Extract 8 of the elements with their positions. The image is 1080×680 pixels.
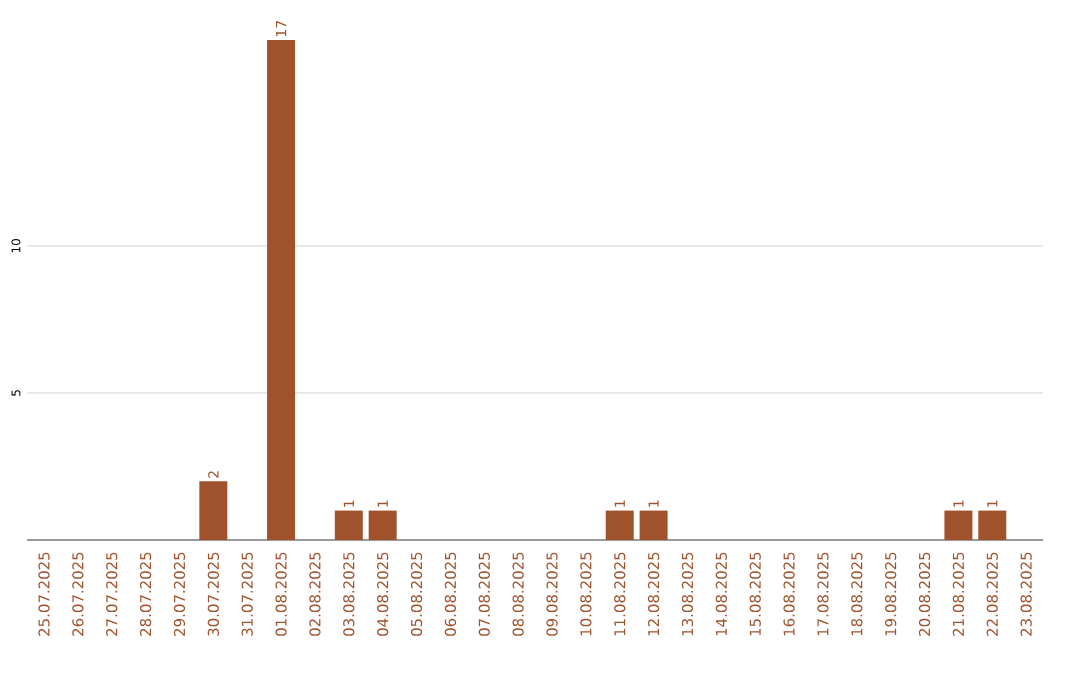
bar — [368, 510, 397, 540]
bar — [605, 510, 634, 540]
bar — [978, 510, 1007, 540]
bar — [944, 510, 973, 540]
bar — [199, 481, 228, 540]
bar — [267, 40, 296, 540]
bar — [334, 510, 363, 540]
bar — [639, 510, 668, 540]
